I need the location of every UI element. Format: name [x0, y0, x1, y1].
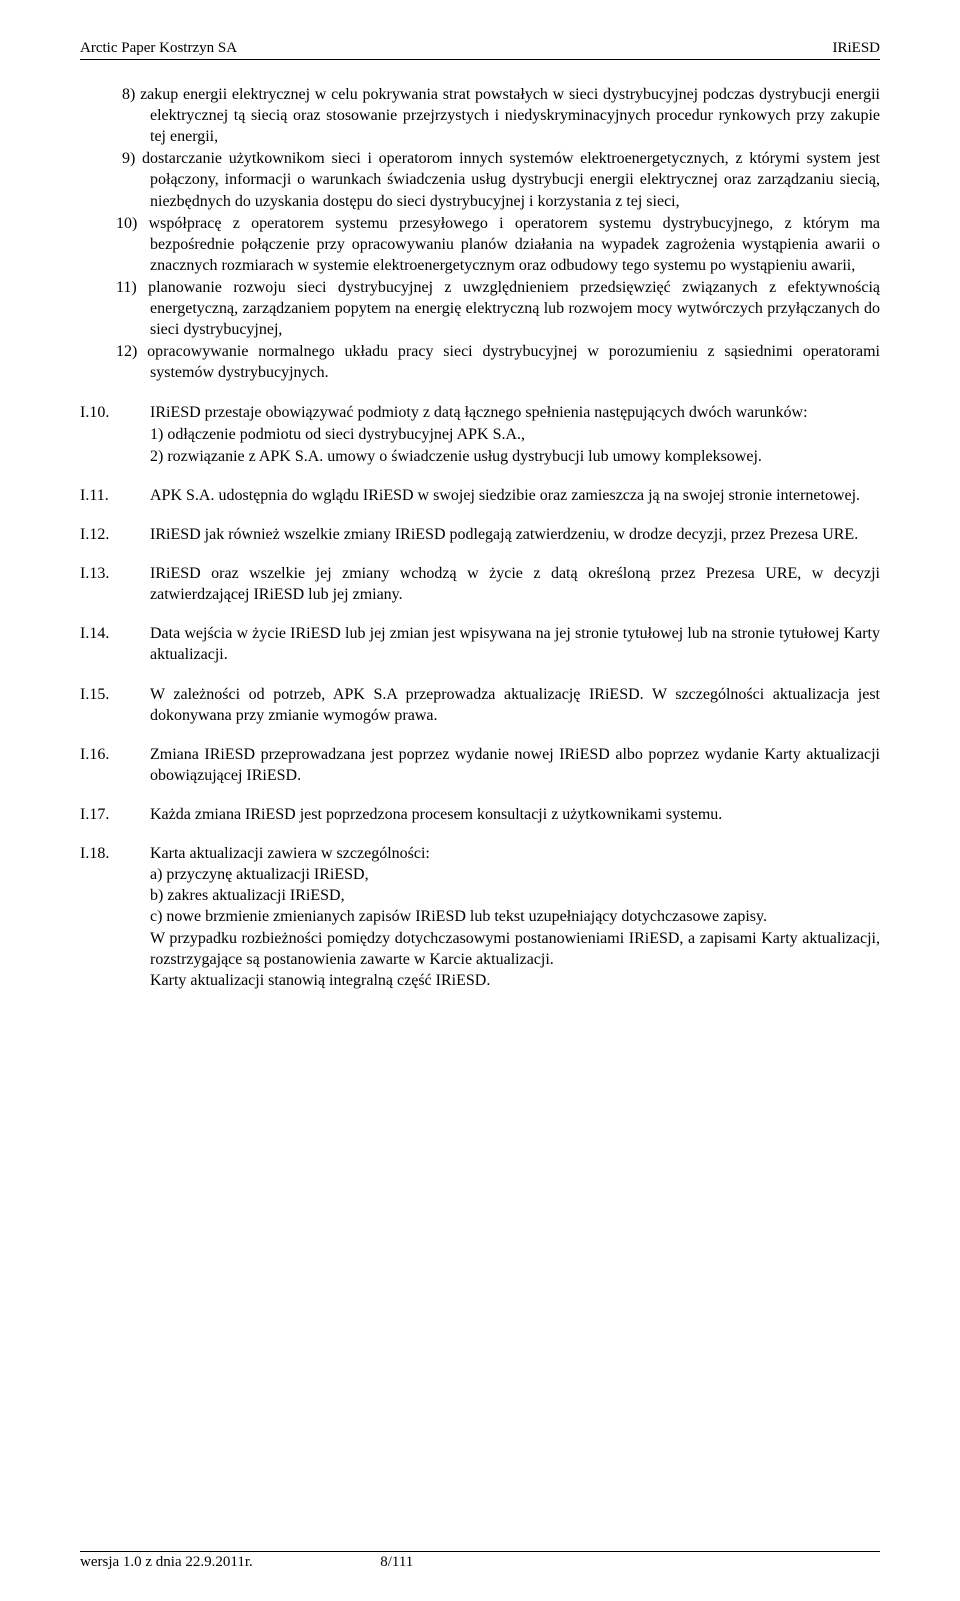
section-label: I.14.	[80, 623, 150, 665]
section-label: I.16.	[80, 744, 150, 786]
section-text: Zmiana IRiESD przeprowadzana jest poprze…	[150, 744, 880, 786]
footer-version: wersja 1.0 z dnia 22.9.2011r.	[80, 1554, 253, 1570]
list-item-10: 10) współpracę z operatorem systemu prze…	[80, 213, 880, 276]
section-text: IRiESD jak również wszelkie zmiany IRiES…	[150, 524, 880, 545]
section-tail-2: Karty aktualizacji stanowią integralną c…	[150, 970, 880, 991]
nested-item-b: b) zakres aktualizacji IRiESD,	[150, 885, 880, 906]
section-text: IRiESD przestaje obowiązywać podmioty z …	[150, 402, 880, 423]
header-right: IRiESD	[832, 40, 880, 57]
section-I11: I.11. APK S.A. udostępnia do wglądu IRiE…	[80, 485, 880, 506]
document-body: 8) zakup energii elektrycznej w celu pok…	[80, 84, 880, 991]
section-label: I.12.	[80, 524, 150, 545]
list-item-11: 11) planowanie rozwoju sieci dystrybucyj…	[80, 277, 880, 340]
section-text: Każda zmiana IRiESD jest poprzedzona pro…	[150, 804, 880, 825]
section-text: W zależności od potrzeb, APK S.A przepro…	[150, 684, 880, 726]
section-text: Karta aktualizacji zawiera w szczególnoś…	[150, 843, 880, 864]
section-label: I.10.	[80, 402, 150, 467]
section-I18: I.18. Karta aktualizacji zawiera w szcze…	[80, 843, 880, 991]
page: Arctic Paper Kostrzyn SA IRiESD 8) zakup…	[0, 0, 960, 1601]
section-I17: I.17. Każda zmiana IRiESD jest poprzedzo…	[80, 804, 880, 825]
section-I10: I.10. IRiESD przestaje obowiązywać podmi…	[80, 402, 880, 467]
nested-item-2: 2) rozwiązanie z APK S.A. umowy o świadc…	[150, 446, 880, 467]
footer-page: 8/111	[380, 1554, 413, 1570]
section-I16: I.16. Zmiana IRiESD przeprowadzana jest …	[80, 744, 880, 786]
section-label: I.11.	[80, 485, 150, 506]
nested-item-1: 1) odłączenie podmiotu od sieci dystrybu…	[150, 424, 880, 445]
section-text: IRiESD oraz wszelkie jej zmiany wchodzą …	[150, 563, 880, 605]
list-item-8: 8) zakup energii elektrycznej w celu pok…	[80, 84, 880, 147]
section-I12: I.12. IRiESD jak również wszelkie zmiany…	[80, 524, 880, 545]
list-item-9: 9) dostarczanie użytkownikom sieci i ope…	[80, 148, 880, 211]
section-I14: I.14. Data wejścia w życie IRiESD lub je…	[80, 623, 880, 665]
list-item-12: 12) opracowywanie normalnego układu prac…	[80, 341, 880, 383]
section-label: I.13.	[80, 563, 150, 605]
section-label: I.18.	[80, 843, 150, 991]
section-I13: I.13. IRiESD oraz wszelkie jej zmiany wc…	[80, 563, 880, 605]
nested-item-a: a) przyczynę aktualizacji IRiESD,	[150, 864, 880, 885]
section-text: APK S.A. udostępnia do wglądu IRiESD w s…	[150, 485, 880, 506]
header-left: Arctic Paper Kostrzyn SA	[80, 40, 237, 57]
section-text: Data wejścia w życie IRiESD lub jej zmia…	[150, 623, 880, 665]
section-tail-1: W przypadku rozbieżności pomiędzy dotych…	[150, 928, 880, 970]
nested-item-c: c) nowe brzmienie zmienianych zapisów IR…	[150, 906, 880, 927]
section-I15: I.15. W zależności od potrzeb, APK S.A p…	[80, 684, 880, 726]
section-label: I.17.	[80, 804, 150, 825]
section-label: I.15.	[80, 684, 150, 726]
page-footer: wersja 1.0 z dnia 22.9.2011r. 8/111	[80, 1551, 880, 1571]
page-header: Arctic Paper Kostrzyn SA IRiESD	[80, 40, 880, 60]
